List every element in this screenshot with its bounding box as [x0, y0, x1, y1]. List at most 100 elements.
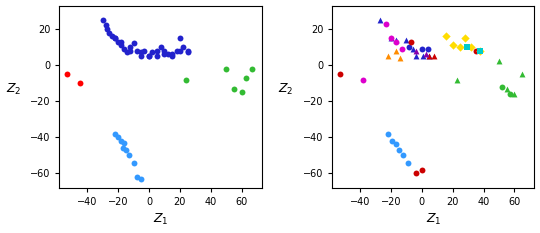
Point — [160, 52, 169, 56]
Point — [63, 72, 71, 76]
Point — [137, 51, 146, 54]
Point — [453, 78, 462, 81]
Point — [105, 31, 113, 34]
Point — [129, 41, 138, 45]
Point — [391, 49, 400, 52]
Point — [117, 43, 125, 47]
Point — [132, 49, 141, 52]
Point — [107, 34, 116, 38]
Point — [462, 45, 471, 49]
Point — [152, 49, 161, 52]
Point — [111, 36, 119, 40]
Point — [402, 38, 410, 42]
Point — [391, 40, 400, 44]
Point — [145, 54, 153, 58]
Y-axis label: $Z_2$: $Z_2$ — [278, 82, 294, 97]
Point — [75, 81, 84, 85]
Point — [114, 40, 123, 44]
Point — [237, 90, 246, 94]
Point — [417, 47, 426, 51]
Point — [242, 76, 251, 80]
Point — [183, 51, 192, 54]
Point — [423, 47, 432, 51]
Point — [388, 139, 397, 143]
Point — [137, 177, 146, 181]
Point — [407, 40, 415, 44]
Point — [172, 49, 181, 52]
Point — [442, 34, 451, 38]
Point — [157, 45, 166, 49]
Point — [387, 36, 395, 40]
Point — [461, 36, 469, 40]
Point — [376, 18, 384, 22]
Point — [122, 148, 130, 152]
Point — [383, 132, 392, 136]
Point — [168, 54, 177, 58]
Point — [467, 45, 476, 49]
Point — [148, 51, 157, 54]
Point — [476, 49, 485, 52]
Point — [183, 49, 192, 52]
Point — [383, 54, 392, 58]
Point — [123, 51, 132, 54]
Point — [117, 139, 125, 143]
Point — [382, 22, 390, 25]
Point — [498, 85, 507, 89]
Point — [391, 143, 400, 146]
Point — [137, 54, 146, 58]
Point — [179, 45, 187, 49]
Point — [102, 24, 110, 27]
Point — [176, 49, 184, 52]
Point — [425, 54, 434, 58]
Point — [408, 47, 417, 51]
Point — [126, 45, 135, 49]
Point — [120, 47, 129, 51]
Point — [125, 153, 133, 157]
Point — [160, 49, 169, 52]
Point — [176, 36, 184, 40]
Point — [417, 168, 426, 171]
Point — [456, 45, 465, 49]
Point — [222, 67, 231, 71]
Point — [182, 78, 191, 81]
Point — [419, 54, 428, 58]
Point — [411, 171, 420, 175]
Point — [140, 49, 149, 52]
Point — [98, 18, 107, 22]
Point — [120, 141, 129, 144]
Point — [132, 175, 141, 179]
Point — [248, 67, 256, 71]
Point — [126, 49, 135, 52]
Point — [471, 49, 480, 52]
Point — [129, 161, 138, 164]
Point — [397, 47, 406, 51]
Point — [145, 54, 153, 58]
Point — [505, 92, 514, 96]
Point — [425, 54, 434, 58]
Point — [118, 146, 127, 150]
Point — [103, 27, 112, 31]
Point — [422, 52, 431, 56]
Point — [430, 54, 438, 58]
Point — [387, 36, 395, 40]
Point — [336, 72, 345, 76]
Point — [163, 52, 172, 56]
Point — [114, 135, 123, 139]
Point — [405, 45, 414, 49]
Point — [152, 54, 161, 58]
Point — [495, 60, 503, 63]
Point — [230, 87, 238, 90]
Point — [117, 40, 125, 44]
Point — [359, 78, 367, 81]
X-axis label: $Z_1$: $Z_1$ — [426, 212, 441, 227]
Point — [168, 52, 177, 56]
Point — [411, 54, 420, 58]
Point — [476, 49, 485, 52]
Point — [502, 87, 511, 90]
Point — [399, 153, 408, 157]
Point — [448, 43, 457, 47]
Point — [394, 148, 403, 152]
Y-axis label: $Z_2$: $Z_2$ — [5, 82, 21, 97]
Point — [411, 49, 420, 52]
Point — [396, 56, 404, 60]
